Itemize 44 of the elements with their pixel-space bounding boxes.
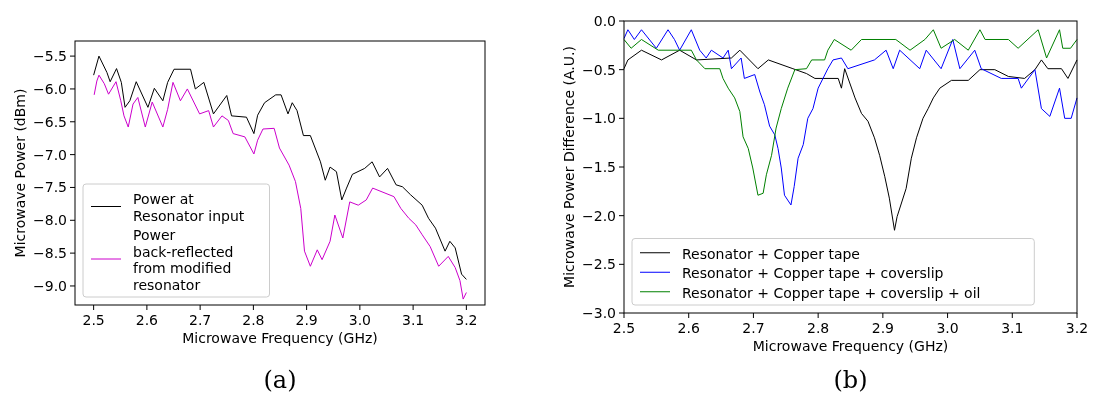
legend-label: Resonator + Copper tape <box>682 245 860 262</box>
x-tick-label: 2.7 <box>189 312 212 328</box>
x-tick-label: 3.0 <box>936 320 959 336</box>
y-axis-title: Microwave Power Difference (A.U.) <box>561 46 577 288</box>
x-tick-label: 3.0 <box>348 312 371 328</box>
y-tick-label: −7.0 <box>33 146 67 163</box>
x-tick-label: 2.8 <box>242 312 265 328</box>
x-tick-label: 2.7 <box>742 320 765 336</box>
x-tick-label: 2.6 <box>135 312 159 328</box>
y-tick-label: −3.0 <box>582 304 616 321</box>
line-series <box>93 55 467 280</box>
legend-label: Power back-reflected from modified resonator <box>133 227 234 293</box>
y-tick-label: −8.5 <box>33 245 67 262</box>
x-tick-label: 3.2 <box>455 312 478 328</box>
x-axis-title: Microwave Frequency (GHz) <box>752 338 949 354</box>
x-tick-label: 3.1 <box>401 312 425 328</box>
legend-label: Resonator + Copper tape + coverslip + oil <box>682 284 981 301</box>
y-tick-label: −0.5 <box>582 61 616 78</box>
y-tick-label: −1.0 <box>582 110 616 127</box>
y-tick-label: −6.5 <box>33 113 67 130</box>
x-axis-title: Microwave Frequency (GHz) <box>182 330 378 346</box>
x-tick-label: 2.5 <box>612 320 636 336</box>
y-tick-label: −5.5 <box>33 48 67 64</box>
y-tick-label: −1.5 <box>582 158 616 175</box>
y-tick-label: −2.5 <box>582 256 616 273</box>
x-tick-label: 2.6 <box>677 320 700 336</box>
text: (a) <box>263 366 297 394</box>
x-tick-label: 2.8 <box>807 320 830 336</box>
y-axis-title: Microwave Power (dBm) <box>12 88 28 258</box>
legend-label: Resonator + Copper tape + coverslip <box>682 265 944 281</box>
text: (b) <box>833 366 868 394</box>
line-series <box>93 74 467 300</box>
y-tick-label: −7.5 <box>33 179 67 196</box>
y-tick-label: −6.0 <box>33 80 67 97</box>
y-tick-label: 0.0 <box>593 12 616 29</box>
x-tick-label: 2.9 <box>295 312 318 328</box>
x-tick-label: 3.2 <box>1065 320 1089 336</box>
x-tick-label: 2.5 <box>82 312 105 328</box>
legend-label: Power at Resonator input <box>133 191 245 224</box>
y-tick-label: −8.0 <box>33 212 67 229</box>
y-tick-label: −9.0 <box>33 277 67 294</box>
y-tick-label: −2.0 <box>582 207 616 224</box>
x-tick-label: 3.1 <box>1001 320 1024 336</box>
x-tick-label: 2.9 <box>871 320 894 336</box>
